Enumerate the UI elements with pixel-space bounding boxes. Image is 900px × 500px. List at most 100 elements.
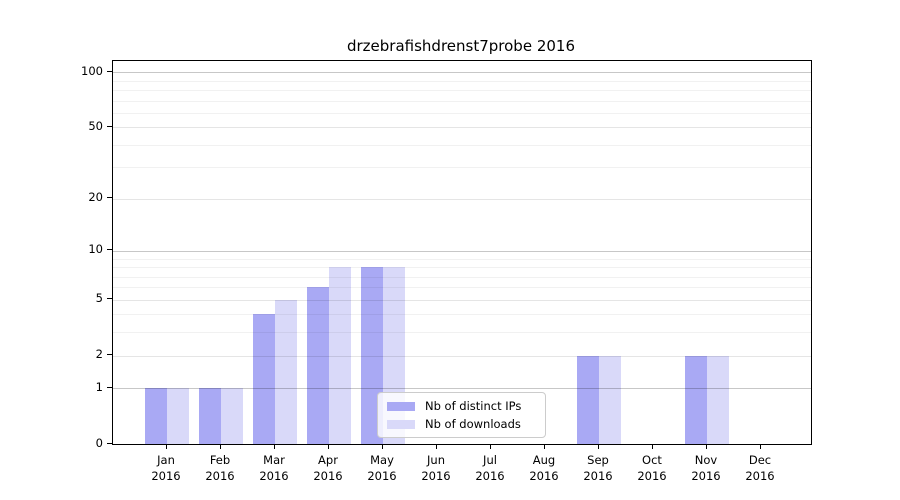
x-tick-label-jan: Jan 2016 [136,452,196,484]
x-tick-month: Mar [263,453,285,467]
gridline-y-90 [113,80,811,82]
gridline-y-60 [113,112,811,114]
legend-label-distinct-ips: Nb of distinct IPs [425,399,522,413]
y-tick-label-5: 5 [95,291,103,306]
x-tick-label-feb: Feb 2016 [190,452,250,484]
chart-title: drzebrafishdrenst7probe 2016 [346,37,575,55]
x-tick-year: 2016 [205,469,235,483]
x-tick-year: 2016 [745,469,775,483]
y-tick-label-0: 0 [95,435,103,450]
x-tick-mark-jun [435,444,437,449]
legend-swatch-downloads [387,419,415,429]
y-tick-label-20: 20 [88,190,103,205]
x-tick-month: Jul [483,453,497,467]
gridline-y-3 [113,332,811,334]
x-tick-month: Nov [694,453,718,467]
gridline-y-30 [113,167,811,169]
gridline-y-10 [113,250,811,252]
y-tick-mark-2 [107,354,112,355]
bar-nb-of-downloads-mar [275,299,297,444]
x-tick-mark-jan [165,444,167,449]
bar-nb-of-distinct-ips-jan [145,388,167,444]
x-tick-month: May [370,453,394,467]
gridline-y-8 [113,267,811,268]
legend-row-downloads: Nb of downloads [387,417,536,431]
x-tick-mark-feb [219,444,221,449]
x-tick-month: Aug [532,453,556,467]
x-tick-month: Apr [318,453,338,467]
legend-row-distinct-ips: Nb of distinct IPs [387,399,536,413]
y-tick-mark-20 [107,197,112,199]
gridline-y-40 [113,144,811,146]
bar-nb-of-distinct-ips-apr [307,287,329,444]
x-tick-mark-mar [273,444,275,449]
bar-nb-of-distinct-ips-nov [685,355,707,444]
y-tick-mark-50 [107,125,112,127]
x-tick-label-aug: Aug 2016 [514,452,574,484]
bar-nb-of-distinct-ips-mar [253,314,275,444]
y-tick-label-10: 10 [88,242,103,257]
x-tick-month: Dec [748,453,772,467]
x-tick-month: Oct [642,453,662,467]
x-tick-mark-sep [597,444,599,449]
gridline-y-5 [113,299,811,301]
y-tick-label-2: 2 [95,347,103,361]
x-tick-label-jun: Jun 2016 [406,452,466,484]
x-tick-year: 2016 [583,469,613,483]
x-tick-label-dec: Dec 2016 [730,452,790,484]
x-tick-month: Feb [209,453,231,467]
x-tick-label-mar: Mar 2016 [244,452,304,484]
y-tick-label-1: 1 [95,379,103,394]
x-tick-month: Sep [587,453,609,467]
bar-nb-of-downloads-nov [707,355,729,444]
legend: Nb of distinct IPs Nb of downloads [377,392,546,438]
y-tick-label-50: 50 [88,118,103,133]
x-tick-year: 2016 [151,469,181,483]
x-tick-year: 2016 [313,469,343,483]
gridline-y-4 [113,314,811,316]
bar-nb-of-downloads-apr [329,267,351,444]
bar-nb-of-distinct-ips-sep [577,355,599,444]
x-tick-label-oct: Oct 2016 [622,452,682,484]
x-tick-mark-nov [705,444,707,449]
x-tick-mark-may [381,444,383,449]
x-tick-year: 2016 [367,469,397,483]
x-tick-year: 2016 [637,469,667,483]
x-tick-label-jul: Jul 2016 [460,452,520,484]
bar-nb-of-distinct-ips-feb [199,388,221,444]
x-tick-mark-apr [327,444,329,449]
bar-nb-of-downloads-feb [221,388,243,444]
y-tick-mark-5 [107,298,112,300]
x-tick-month: Jun [427,453,445,467]
x-tick-label-apr: Apr 2016 [298,452,358,484]
gridline-y-80 [113,89,811,91]
x-tick-label-sep: Sep 2016 [568,452,628,484]
x-tick-mark-oct [651,444,653,449]
gridline-y-2 [113,355,811,357]
y-tick-mark-10 [107,249,112,251]
x-tick-year: 2016 [475,469,505,483]
x-tick-month: Jan [157,453,175,467]
bar-nb-of-downloads-sep [599,355,621,444]
x-tick-year: 2016 [691,469,721,483]
x-tick-label-may: May 2016 [352,452,412,484]
gridline-y-9 [113,258,811,260]
x-tick-year: 2016 [259,469,289,483]
y-tick-label-100: 100 [81,63,103,78]
legend-swatch-distinct-ips [387,401,415,411]
x-tick-year: 2016 [421,469,451,483]
gridline-y-20 [113,198,811,200]
gridline-y-1 [113,388,811,390]
y-tick-mark-100 [107,70,112,72]
legend-label-downloads: Nb of downloads [425,417,521,431]
gridline-y-50 [113,127,811,129]
y-tick-mark-0 [107,442,112,444]
x-tick-mark-aug [543,444,545,449]
gridline-y-7 [113,276,811,278]
x-tick-mark-dec [759,444,761,449]
gridline-y-70 [113,100,811,102]
gridline-y-6 [113,287,811,289]
gridline-y-100 [113,72,811,74]
x-tick-year: 2016 [529,469,559,483]
